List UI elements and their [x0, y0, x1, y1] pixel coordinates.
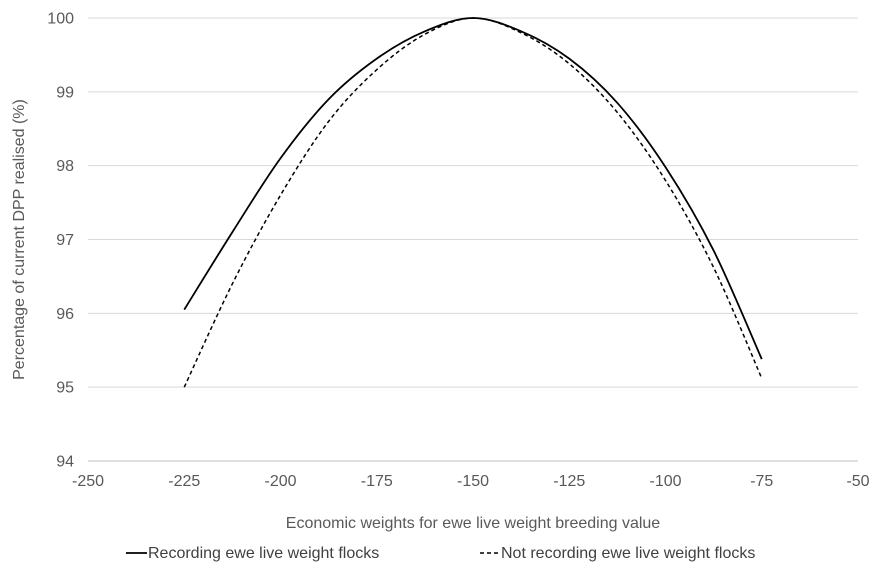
x-axis-title: Economic weights for ewe live weight bre…	[286, 515, 661, 532]
x-tick-label: -100	[649, 473, 681, 490]
x-tick-label: -175	[361, 473, 393, 490]
legend-label-recording: Recording ewe live weight flocks	[148, 545, 379, 562]
series-line-not-recording	[183, 17, 763, 388]
y-axis-title: Percentage of current DPP realised (%)	[11, 99, 28, 380]
x-tick-label: -75	[750, 473, 773, 490]
x-axis-ticks: -250 -225 -200 -175 -150 -125 -100 -75 -50	[72, 473, 870, 490]
y-axis-ticks: 94 95 96 97 98 99 100	[47, 11, 74, 471]
x-tick-label: -250	[72, 473, 104, 490]
series-layer	[183, 17, 763, 388]
y-tick-label: 96	[56, 306, 74, 323]
x-tick-label: -125	[553, 473, 585, 490]
y-tick-label: 95	[56, 380, 74, 397]
y-tick-label: 98	[56, 158, 74, 175]
legend-label-not-recording: Not recording ewe live weight flocks	[501, 545, 755, 562]
series-line-recording	[183, 17, 763, 360]
x-tick-label: -225	[168, 473, 200, 490]
y-tick-label: 97	[56, 232, 74, 249]
x-tick-label: -50	[846, 473, 869, 490]
y-tick-label: 100	[47, 11, 74, 28]
x-tick-label: -200	[264, 473, 296, 490]
y-tick-label: 99	[56, 84, 74, 101]
legend: Recording ewe live weight flocks Not rec…	[126, 545, 755, 562]
gridlines	[88, 17, 858, 388]
y-tick-label: 94	[56, 454, 74, 471]
x-tick-label: -150	[457, 473, 489, 490]
